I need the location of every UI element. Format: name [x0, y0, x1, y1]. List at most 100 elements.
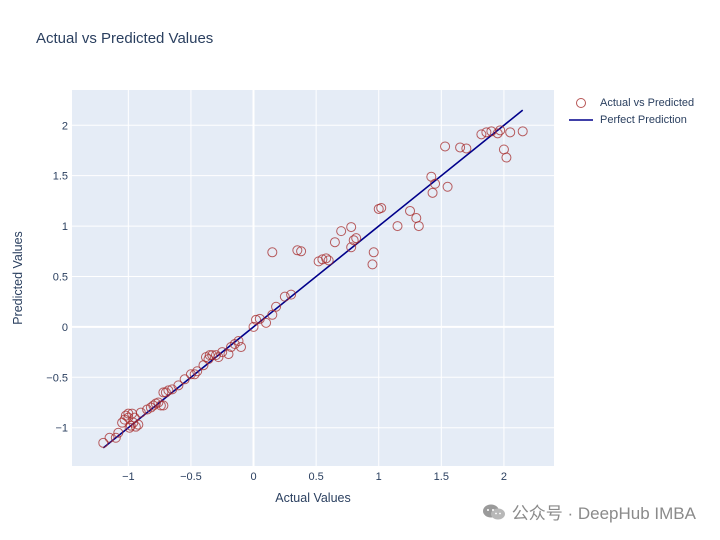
scatter-point[interactable]: [481, 127, 492, 138]
scatter-point[interactable]: [155, 400, 166, 411]
x-tick-label: 1: [376, 471, 382, 483]
y-tick-label: −0.5: [46, 372, 68, 384]
scatter-point[interactable]: [213, 352, 224, 363]
scatter-point[interactable]: [292, 245, 303, 256]
legend[interactable]: Actual vs Predicted Perfect Prediction: [568, 94, 694, 128]
scatter-point[interactable]: [173, 380, 184, 391]
scatter-point[interactable]: [271, 301, 282, 312]
scatter-point[interactable]: [135, 407, 146, 418]
scatter-point[interactable]: [346, 222, 357, 233]
scatter-point[interactable]: [192, 366, 203, 377]
scatter-point[interactable]: [261, 317, 272, 328]
scatter-point[interactable]: [130, 421, 141, 432]
scatter-point[interactable]: [160, 387, 171, 398]
legend-item-scatter[interactable]: Actual vs Predicted: [568, 94, 694, 111]
scatter-point[interactable]: [495, 125, 506, 136]
scatter-point[interactable]: [153, 397, 164, 408]
scatter-point[interactable]: [179, 374, 190, 385]
scatter-point[interactable]: [351, 233, 362, 244]
scatter-point[interactable]: [98, 437, 109, 448]
scatter-point[interactable]: [492, 128, 503, 139]
scatter-point[interactable]: [104, 432, 115, 443]
y-tick-label: −1: [55, 423, 68, 435]
scatter-point[interactable]: [185, 369, 196, 380]
x-axis-label: Actual Values: [275, 491, 351, 505]
x-tick-label: 0: [250, 471, 256, 483]
scatter-point[interactable]: [346, 242, 357, 253]
scatter-point[interactable]: [110, 432, 121, 443]
scatter-point[interactable]: [113, 427, 124, 438]
scatter-point[interactable]: [163, 385, 174, 396]
scatter-point[interactable]: [476, 129, 487, 140]
scatter-point[interactable]: [413, 221, 424, 232]
scatter-point[interactable]: [336, 226, 347, 237]
y-tick-label: 2: [62, 120, 68, 132]
x-tick-label: −0.5: [180, 471, 202, 483]
scatter-point[interactable]: [296, 246, 307, 257]
scatter-point[interactable]: [267, 309, 278, 320]
y-tick-label: 1: [62, 221, 68, 233]
scatter-point[interactable]: [251, 314, 262, 325]
scatter-point[interactable]: [124, 422, 135, 433]
scatter-point[interactable]: [455, 142, 466, 153]
scatter-point[interactable]: [368, 247, 379, 258]
scatter-point[interactable]: [158, 400, 169, 411]
legend-label-line: Perfect Prediction: [600, 113, 687, 126]
scatter-point[interactable]: [236, 342, 247, 353]
scatter-point[interactable]: [148, 400, 159, 411]
scatter-point[interactable]: [158, 387, 169, 398]
scatter-point[interactable]: [427, 187, 438, 198]
scatter-point[interactable]: [501, 152, 512, 163]
scatter-point[interactable]: [125, 420, 136, 431]
watermark: 公众号 · DeepHub IMBA: [482, 499, 696, 524]
scatter-point[interactable]: [210, 350, 221, 361]
grid: [72, 90, 554, 466]
y-axis-label: Predicted Values: [11, 231, 25, 325]
legend-item-line[interactable]: Perfect Prediction: [568, 111, 694, 128]
scatter-series: [98, 125, 528, 448]
scatter-point[interactable]: [461, 143, 472, 154]
scatter-point[interactable]: [248, 321, 259, 332]
scatter-point[interactable]: [217, 347, 228, 358]
scatter-point[interactable]: [267, 247, 278, 258]
axis-ticks: −1 −0.5 0 0.5 1 1.5 2 −1 −0.5 0 0.5 1 1.5 2: [46, 120, 507, 483]
x-tick-label: 1.5: [434, 471, 449, 483]
wechat-icon: [482, 504, 505, 519]
scatter-point[interactable]: [517, 126, 528, 137]
scatter-point[interactable]: [367, 259, 378, 270]
legend-line-icon: [569, 118, 593, 121]
y-tick-label: 0.5: [53, 271, 68, 283]
chart-title: Actual vs Predicted Values: [36, 30, 214, 47]
scatter-point[interactable]: [430, 178, 441, 189]
scatter-point[interactable]: [279, 291, 290, 302]
scatter-point[interactable]: [323, 255, 334, 266]
scatter-point[interactable]: [229, 339, 240, 350]
scatter-point[interactable]: [405, 205, 416, 216]
scatter-point[interactable]: [348, 235, 359, 246]
scatter-point[interactable]: [440, 141, 451, 152]
legend-marker-icon: [576, 97, 586, 108]
scatter-point[interactable]: [329, 237, 340, 248]
scatter-point[interactable]: [189, 369, 200, 380]
scatter-point[interactable]: [376, 202, 387, 213]
y-tick-label: 1.5: [53, 171, 68, 183]
x-tick-label: 2: [501, 471, 507, 483]
scatter-point[interactable]: [133, 419, 144, 430]
scatter-point[interactable]: [233, 336, 244, 347]
scatter-point[interactable]: [223, 349, 234, 360]
y-tick-label: 0: [62, 322, 68, 334]
scatter-point[interactable]: [286, 289, 297, 300]
scatter-point[interactable]: [207, 350, 218, 361]
scatter-point[interactable]: [442, 181, 453, 192]
scatter-point[interactable]: [317, 254, 328, 265]
x-tick-label: 0.5: [308, 471, 323, 483]
scatter-point[interactable]: [321, 253, 332, 264]
legend-label-scatter: Actual vs Predicted: [600, 96, 695, 109]
watermark-text: 公众号 · DeepHub IMBA: [511, 504, 696, 523]
scatter-point[interactable]: [392, 221, 403, 232]
scatter-point[interactable]: [225, 342, 236, 353]
x-tick-label: −1: [122, 471, 135, 483]
scatter-point[interactable]: [505, 127, 516, 138]
